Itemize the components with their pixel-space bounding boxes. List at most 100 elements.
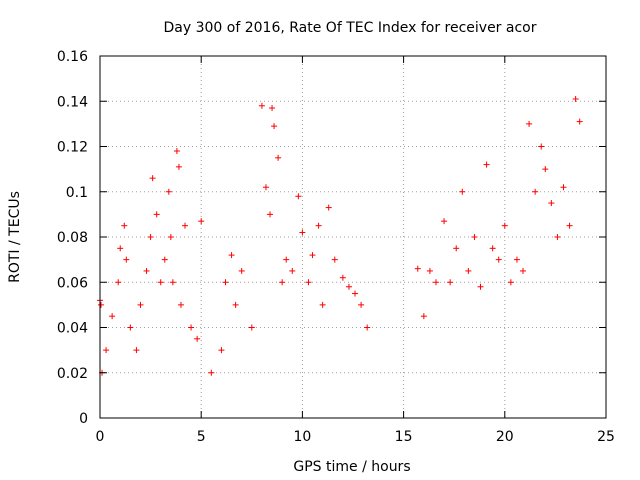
data-point bbox=[123, 256, 130, 263]
data-point bbox=[542, 166, 549, 173]
data-point bbox=[194, 335, 201, 342]
data-point bbox=[507, 279, 514, 286]
x-tick-label: 15 bbox=[395, 429, 413, 445]
data-point bbox=[98, 301, 105, 308]
x-tick-label: 5 bbox=[197, 429, 206, 445]
data-point bbox=[453, 245, 460, 252]
data-point bbox=[471, 234, 478, 240]
data-point bbox=[153, 211, 160, 218]
data-point bbox=[117, 245, 124, 252]
chart-title: Day 300 of 2016, Rate Of TEC Index for r… bbox=[164, 20, 537, 36]
data-point bbox=[115, 279, 122, 286]
data-point bbox=[532, 188, 539, 195]
data-point bbox=[560, 184, 567, 191]
data-point bbox=[414, 265, 421, 272]
ticks-layer bbox=[99, 55, 607, 419]
data-point bbox=[538, 143, 545, 150]
data-point bbox=[495, 256, 502, 263]
data-point bbox=[258, 102, 265, 109]
data-point bbox=[137, 301, 144, 308]
data-point bbox=[289, 267, 296, 274]
x-tick-label: 0 bbox=[96, 429, 105, 445]
data-point bbox=[315, 222, 322, 229]
data-point bbox=[477, 283, 484, 290]
y-tick-label: 0.02 bbox=[57, 366, 88, 382]
y-tick-label: 0 bbox=[79, 411, 88, 427]
data-point bbox=[208, 369, 215, 376]
data-point bbox=[121, 222, 128, 229]
y-tick-label: 0.14 bbox=[57, 94, 88, 110]
data-point bbox=[459, 188, 466, 195]
y-tick-label: 0.04 bbox=[57, 321, 88, 337]
data-point bbox=[228, 252, 235, 259]
data-point bbox=[352, 290, 359, 297]
data-point bbox=[127, 324, 134, 331]
points-layer bbox=[97, 95, 583, 376]
data-point bbox=[222, 279, 229, 286]
data-point bbox=[554, 234, 561, 240]
x-tick-label: 10 bbox=[293, 429, 311, 445]
data-point bbox=[483, 161, 490, 168]
data-point bbox=[173, 148, 180, 155]
data-point bbox=[432, 279, 439, 286]
data-point bbox=[157, 279, 164, 286]
data-point bbox=[248, 324, 255, 331]
data-point bbox=[299, 229, 306, 236]
data-point bbox=[305, 279, 312, 286]
data-point bbox=[319, 301, 326, 308]
data-point bbox=[489, 245, 496, 252]
data-point bbox=[331, 256, 338, 263]
data-point bbox=[279, 279, 286, 286]
y-tick-label: 0.12 bbox=[57, 140, 88, 156]
tick-labels-layer: 0 5 10 15 20 25 0 0.02 0.04 0.06 0.08 0.1 0.12 0.14 0.… bbox=[57, 49, 615, 445]
data-point bbox=[267, 211, 274, 218]
data-point bbox=[295, 193, 302, 200]
y-tick-label: 0.06 bbox=[57, 275, 88, 291]
data-point bbox=[182, 222, 189, 229]
data-point bbox=[275, 154, 282, 161]
data-point bbox=[441, 218, 448, 225]
x-axis-title: GPS time / hours bbox=[293, 459, 410, 475]
data-point bbox=[161, 256, 168, 263]
data-point bbox=[232, 301, 239, 308]
data-point bbox=[218, 347, 225, 354]
data-point bbox=[262, 184, 269, 191]
data-point bbox=[198, 218, 205, 225]
data-point bbox=[103, 347, 110, 354]
data-point bbox=[325, 204, 332, 211]
data-point bbox=[465, 267, 472, 274]
data-point bbox=[548, 200, 555, 207]
data-point bbox=[447, 279, 454, 286]
data-point bbox=[165, 188, 172, 195]
data-point bbox=[133, 347, 140, 354]
data-point bbox=[420, 313, 427, 320]
data-point bbox=[149, 175, 156, 182]
data-point bbox=[177, 301, 184, 308]
data-point bbox=[345, 283, 352, 290]
data-point bbox=[526, 120, 533, 127]
data-point bbox=[175, 163, 182, 170]
data-point bbox=[238, 267, 245, 274]
data-point bbox=[271, 123, 278, 130]
data-point bbox=[501, 222, 508, 229]
data-point bbox=[520, 267, 527, 274]
data-point bbox=[167, 234, 174, 240]
data-point bbox=[147, 234, 154, 240]
y-tick-label: 0.1 bbox=[66, 185, 88, 201]
grid-layer bbox=[100, 56, 606, 418]
data-point bbox=[566, 222, 573, 229]
data-point bbox=[188, 324, 195, 331]
data-point bbox=[364, 324, 371, 331]
x-tick-label: 25 bbox=[597, 429, 615, 445]
y-tick-label: 0.16 bbox=[57, 49, 88, 65]
data-point bbox=[109, 313, 116, 320]
data-point bbox=[339, 274, 346, 281]
x-tick-label: 20 bbox=[496, 429, 514, 445]
data-point bbox=[426, 267, 433, 274]
data-point bbox=[358, 301, 365, 308]
data-point bbox=[576, 118, 583, 125]
y-axis-title: ROTI / TECUs bbox=[7, 191, 23, 283]
data-point bbox=[269, 105, 276, 112]
data-point bbox=[513, 256, 520, 263]
